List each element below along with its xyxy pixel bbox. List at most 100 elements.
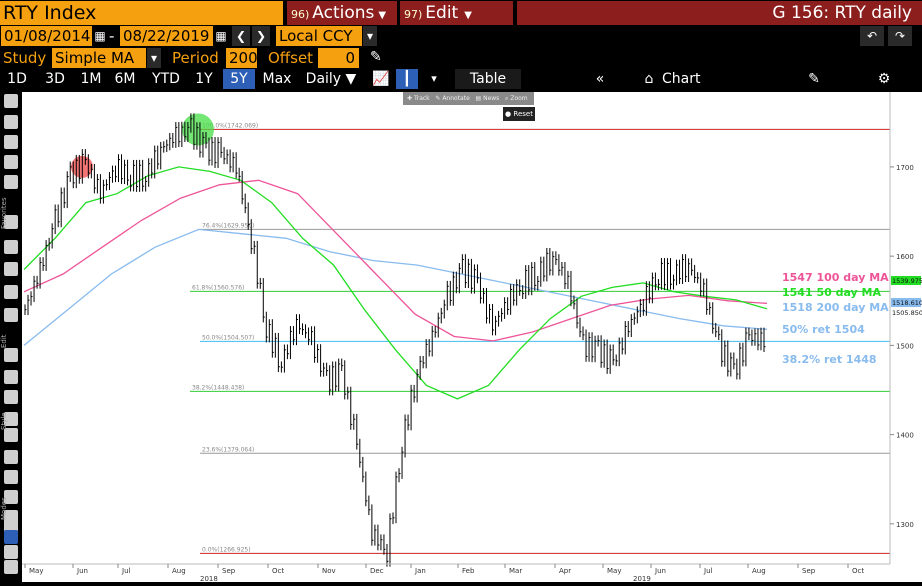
chart-annotation: 1518 200 day MA xyxy=(782,301,889,314)
x-tick-label: Jul xyxy=(121,567,131,575)
double-chevron-left-icon[interactable]: « xyxy=(595,71,605,87)
price-tag-bg xyxy=(891,308,921,317)
currency-select[interactable]: Local CCY xyxy=(276,26,362,46)
previous-arrow-icon[interactable]: ❮ xyxy=(232,26,250,46)
price-tag-bg xyxy=(891,298,921,307)
reset-button[interactable]: ● Reset xyxy=(503,107,535,121)
lock-icon[interactable] xyxy=(4,545,18,559)
calendar-icon[interactable]: ▦ xyxy=(93,26,107,46)
trend-line-icon[interactable] xyxy=(4,115,18,129)
cursor-icon[interactable] xyxy=(4,94,18,108)
calendar-icon[interactable]: ▦ xyxy=(214,26,228,46)
edit-chart-icon[interactable]: ✎ xyxy=(808,71,820,87)
annotate-control[interactable]: ✎ Annotate xyxy=(435,95,470,102)
ma-50-line xyxy=(23,166,768,400)
undo-icon[interactable]: ↶ xyxy=(860,26,884,46)
x-tick-label: Aug xyxy=(172,567,186,575)
x-tick-label: Jan xyxy=(414,567,426,575)
rectangle-icon[interactable] xyxy=(4,285,18,299)
fibonacci-icon[interactable] xyxy=(4,135,18,149)
range-button-6m[interactable]: 6M xyxy=(114,71,136,87)
mode-icon[interactable] xyxy=(4,530,18,544)
copy-icon[interactable] xyxy=(4,428,18,442)
pencil-icon[interactable]: ✎ xyxy=(370,49,382,65)
chart-annotation: 38.2% ret 1448 xyxy=(782,353,877,366)
fib-label: 38.2%(1448.438) xyxy=(192,384,244,391)
range-button-3d[interactable]: 3D xyxy=(45,71,65,87)
date-separator: - xyxy=(109,27,115,45)
vertical-line-icon[interactable] xyxy=(4,348,18,362)
text-icon[interactable] xyxy=(4,240,18,254)
fib-label: 23.6%(1379.064) xyxy=(202,446,254,453)
chevron-down-icon: ▼ xyxy=(464,10,472,21)
x-tick-label: Oct xyxy=(272,567,284,575)
arrow-icon[interactable] xyxy=(4,215,18,229)
year-label: 2018 xyxy=(200,575,218,582)
range-button-1y[interactable]: 1Y xyxy=(195,71,213,87)
range-button-5y[interactable]: 5Y xyxy=(223,69,255,89)
range-button-ytd[interactable]: YTD xyxy=(152,71,180,87)
range-button-1m[interactable]: 1M xyxy=(80,71,102,87)
x-tick-label: Nov xyxy=(322,567,336,575)
x-tick-label: Apr xyxy=(559,567,571,575)
news-control[interactable]: ▤ News xyxy=(475,95,500,102)
redo-icon[interactable]: ↷ xyxy=(888,26,912,46)
x-tick-label: May xyxy=(607,567,621,575)
offset-field[interactable]: 0 xyxy=(318,48,359,68)
pencil-tool-icon[interactable] xyxy=(4,370,18,384)
modes-label: Modes xyxy=(0,497,8,521)
chevron-down-icon: ▼ xyxy=(378,10,387,21)
plus-icon[interactable] xyxy=(4,412,18,426)
grid-icon[interactable] xyxy=(4,560,18,574)
actions-menu[interactable]: 96) Actions ▼ xyxy=(287,1,397,25)
y-tick-label: 1500 xyxy=(896,342,914,350)
bar-chart-icon[interactable]: ┃ xyxy=(396,69,418,89)
x-tick-label: Dec xyxy=(370,567,384,575)
channel-icon[interactable] xyxy=(4,175,18,189)
range-button-1d[interactable]: 1D xyxy=(7,71,27,87)
trash-icon[interactable] xyxy=(4,450,18,464)
study-select[interactable]: Simple MA xyxy=(52,48,146,68)
actions-number: 96) xyxy=(291,8,310,21)
chart-area[interactable]: 100.0%(1742.069) 76.4%(1629.950) 61.8%(156… xyxy=(22,92,922,583)
price-chart: 100.0%(1742.069) 76.4%(1629.950) 61.8%(156… xyxy=(22,92,922,583)
gear-icon[interactable]: ⚙ xyxy=(877,71,891,87)
edit-menu[interactable]: 97) Edit ▼ xyxy=(400,1,513,25)
table-button[interactable]: Table xyxy=(455,69,521,89)
start-date-field[interactable]: 01/08/2014 xyxy=(1,26,92,46)
line-style-icon[interactable] xyxy=(4,490,18,504)
end-date-field[interactable]: 08/22/2019 xyxy=(120,26,213,46)
edit-tools-label: Edit xyxy=(0,334,8,348)
next-arrow-icon[interactable]: ❯ xyxy=(252,26,270,46)
track-control[interactable]: ✚ Track xyxy=(407,95,430,102)
chart-content-button[interactable]: Chart Content xyxy=(662,71,718,107)
favorites-label: Favorites xyxy=(0,197,8,229)
x-tick-label: Sep xyxy=(802,567,816,575)
chevron-down-icon[interactable]: ▾ xyxy=(431,72,437,85)
horizontal-line-icon[interactable] xyxy=(4,308,18,322)
chart-title: G 156: RTY daily xyxy=(517,1,922,25)
line-chart-icon[interactable]: 📈 xyxy=(372,71,390,87)
x-tick-label: Jul xyxy=(703,567,713,575)
study-label: Study xyxy=(3,49,47,67)
price-tag: 1518.610 xyxy=(892,299,922,307)
zoom-control[interactable]: ⌕ Zoom xyxy=(505,95,528,102)
style-label: Style xyxy=(0,412,8,430)
chevron-down-icon[interactable]: ▾ xyxy=(363,26,377,46)
ticker-field[interactable]: RTY Index xyxy=(0,1,283,25)
edit-label: Edit xyxy=(425,3,459,23)
ellipse-icon[interactable] xyxy=(4,262,18,276)
percent-icon[interactable] xyxy=(4,155,18,169)
price-tag: 1539.975 xyxy=(892,277,922,285)
color-icon[interactable] xyxy=(4,470,18,484)
range-button-max[interactable]: Max xyxy=(262,71,292,87)
x-tick-label: Feb xyxy=(462,567,475,575)
x-tick-label: Jun xyxy=(76,567,88,575)
chevron-down-icon[interactable]: ▾ xyxy=(147,48,161,68)
frequency-select[interactable]: Daily ▼ xyxy=(305,71,357,87)
period-field[interactable]: 200 xyxy=(226,48,258,68)
font-icon[interactable] xyxy=(4,518,18,532)
y-tick-label: 1700 xyxy=(896,164,914,172)
eraser-icon[interactable] xyxy=(4,390,18,404)
x-tick-label: Mar xyxy=(509,567,522,575)
